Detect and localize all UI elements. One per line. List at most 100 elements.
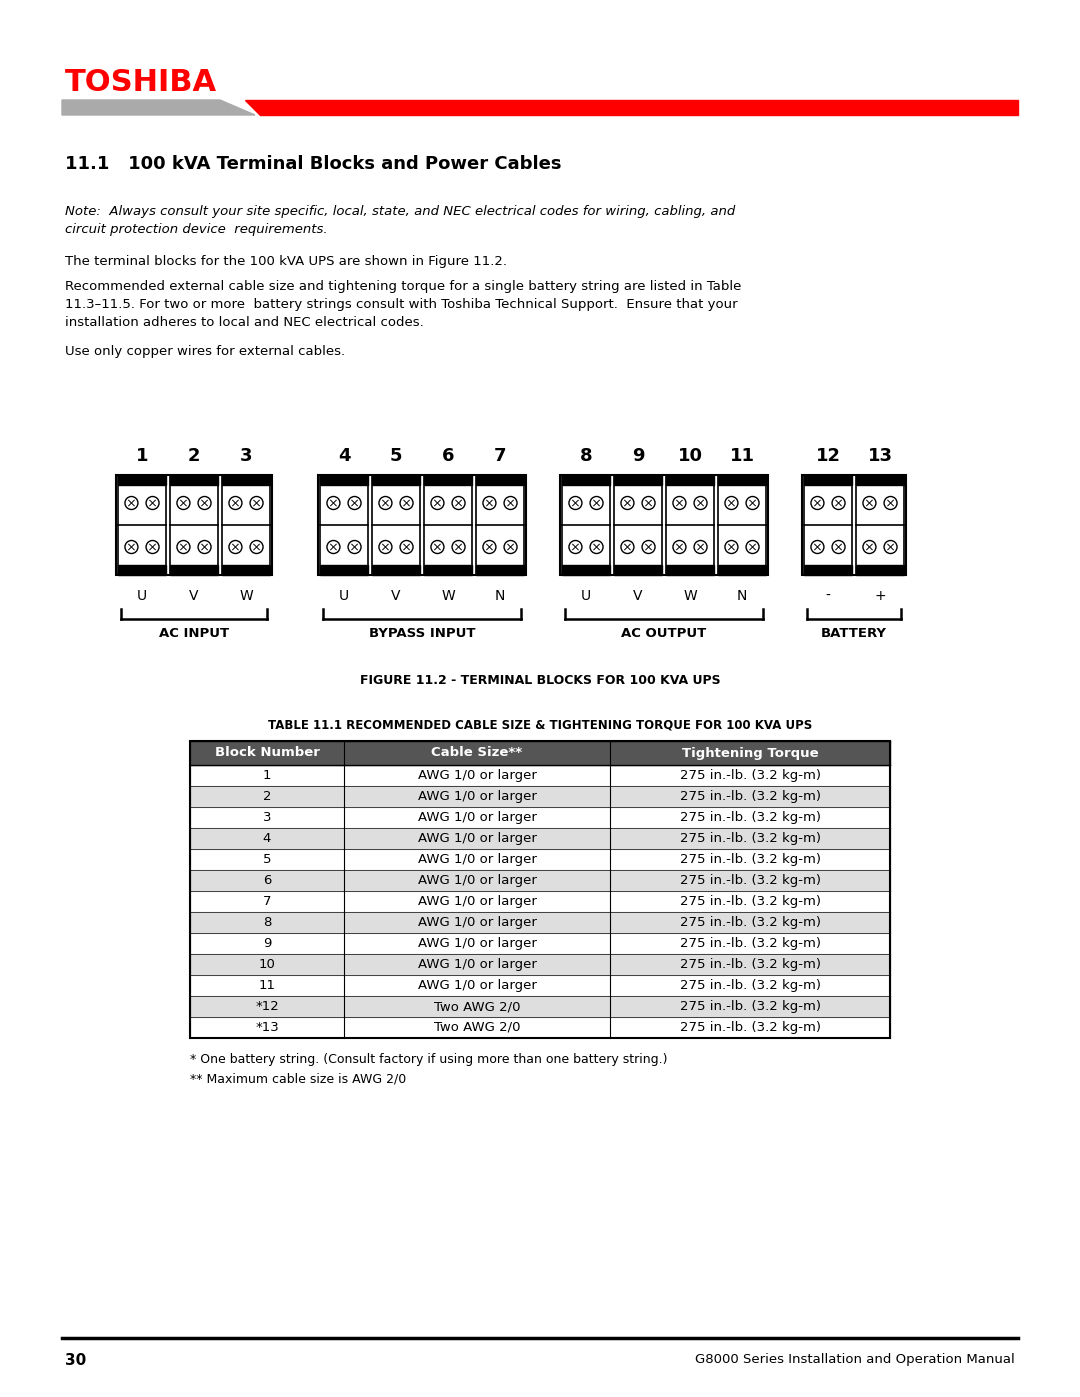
Text: W: W [441, 590, 455, 604]
Bar [190, 954, 890, 975]
Circle shape [832, 496, 845, 510]
Bar [118, 475, 166, 576]
Text: 275 in.-lb. (3.2 kg-m): 275 in.-lb. (3.2 kg-m) [679, 1021, 821, 1034]
Bar [615, 475, 662, 576]
Text: 275 in.-lb. (3.2 kg-m): 275 in.-lb. (3.2 kg-m) [679, 916, 821, 929]
Circle shape [885, 496, 897, 510]
Text: 5: 5 [262, 854, 271, 866]
Circle shape [621, 496, 634, 510]
Circle shape [379, 541, 392, 553]
Text: 9: 9 [262, 937, 271, 950]
Circle shape [198, 541, 211, 553]
Circle shape [832, 541, 845, 553]
Text: V: V [189, 590, 199, 604]
Bar [615, 475, 662, 485]
Text: G8000 Series Installation and Operation Manual: G8000 Series Installation and Operation … [696, 1354, 1015, 1366]
Text: 30: 30 [65, 1354, 86, 1368]
Circle shape [863, 541, 876, 553]
Text: AWG 1/0 or larger: AWG 1/0 or larger [418, 875, 537, 887]
Bar [320, 475, 368, 576]
Text: 275 in.-lb. (3.2 kg-m): 275 in.-lb. (3.2 kg-m) [679, 854, 821, 866]
Bar [118, 475, 166, 485]
Circle shape [146, 541, 159, 553]
Circle shape [569, 541, 582, 553]
Text: 275 in.-lb. (3.2 kg-m): 275 in.-lb. (3.2 kg-m) [679, 937, 821, 950]
Bar [562, 475, 610, 576]
Circle shape [431, 541, 444, 553]
Circle shape [348, 541, 361, 553]
Text: 7: 7 [494, 447, 507, 465]
Circle shape [811, 496, 824, 510]
Circle shape [348, 496, 361, 510]
Bar [856, 475, 904, 576]
Text: 275 in.-lb. (3.2 kg-m): 275 in.-lb. (3.2 kg-m) [679, 895, 821, 908]
Text: circuit protection device  requirements.: circuit protection device requirements. [65, 224, 327, 236]
Circle shape [400, 541, 413, 553]
Circle shape [746, 541, 759, 553]
Bar [424, 475, 472, 576]
Text: 11: 11 [729, 447, 755, 465]
Text: AWG 1/0 or larger: AWG 1/0 or larger [418, 789, 537, 803]
Bar [222, 564, 270, 576]
Text: U: U [581, 590, 591, 604]
Bar [190, 912, 890, 933]
Text: BYPASS INPUT: BYPASS INPUT [368, 627, 475, 640]
Text: AC OUTPUT: AC OUTPUT [621, 627, 706, 640]
Bar [856, 564, 904, 576]
Bar [190, 787, 890, 807]
Bar [476, 475, 524, 485]
Circle shape [863, 496, 876, 510]
Text: 275 in.-lb. (3.2 kg-m): 275 in.-lb. (3.2 kg-m) [679, 833, 821, 845]
Bar [116, 475, 272, 576]
Bar [476, 475, 524, 576]
Bar [190, 870, 890, 891]
Bar [804, 475, 852, 576]
Circle shape [146, 496, 159, 510]
Text: AWG 1/0 or larger: AWG 1/0 or larger [418, 937, 537, 950]
Bar [666, 564, 714, 576]
Circle shape [177, 496, 190, 510]
Circle shape [125, 496, 138, 510]
Circle shape [746, 496, 759, 510]
Text: Two AWG 2/0: Two AWG 2/0 [434, 1000, 521, 1013]
Text: 10: 10 [677, 447, 702, 465]
Bar [190, 828, 890, 849]
Circle shape [694, 541, 707, 553]
Text: TOSHIBA: TOSHIBA [65, 68, 217, 96]
Bar [562, 564, 610, 576]
Circle shape [590, 541, 603, 553]
Text: W: W [684, 590, 697, 604]
Text: 10: 10 [258, 958, 275, 971]
Text: Tightening Torque: Tightening Torque [681, 746, 819, 760]
Bar [615, 564, 662, 576]
Bar [424, 564, 472, 576]
Text: * One battery string. (Consult factory if using more than one battery string.): * One battery string. (Consult factory i… [190, 1053, 667, 1066]
Text: N: N [495, 590, 505, 604]
Text: *13: *13 [255, 1021, 279, 1034]
Circle shape [379, 496, 392, 510]
Circle shape [569, 496, 582, 510]
Text: 11: 11 [258, 979, 275, 992]
Bar [561, 475, 768, 576]
Bar [802, 475, 906, 576]
Text: AWG 1/0 or larger: AWG 1/0 or larger [418, 895, 537, 908]
Text: 4: 4 [262, 833, 271, 845]
Bar [804, 475, 852, 485]
Bar [666, 475, 714, 576]
Bar [718, 564, 766, 576]
Text: FIGURE 11.2 - TERMINAL BLOCKS FOR 100 KVA UPS: FIGURE 11.2 - TERMINAL BLOCKS FOR 100 KV… [360, 673, 720, 687]
Text: U: U [339, 590, 349, 604]
Text: installation adheres to local and NEC electrical codes.: installation adheres to local and NEC el… [65, 316, 423, 330]
Circle shape [453, 541, 465, 553]
Bar [190, 740, 890, 766]
Bar [190, 740, 890, 1038]
Circle shape [327, 541, 340, 553]
Text: 9: 9 [632, 447, 645, 465]
Circle shape [694, 496, 707, 510]
Text: N: N [737, 590, 747, 604]
Circle shape [198, 496, 211, 510]
Bar [318, 475, 526, 576]
Text: AWG 1/0 or larger: AWG 1/0 or larger [418, 833, 537, 845]
Text: U: U [137, 590, 147, 604]
Bar [718, 475, 766, 576]
